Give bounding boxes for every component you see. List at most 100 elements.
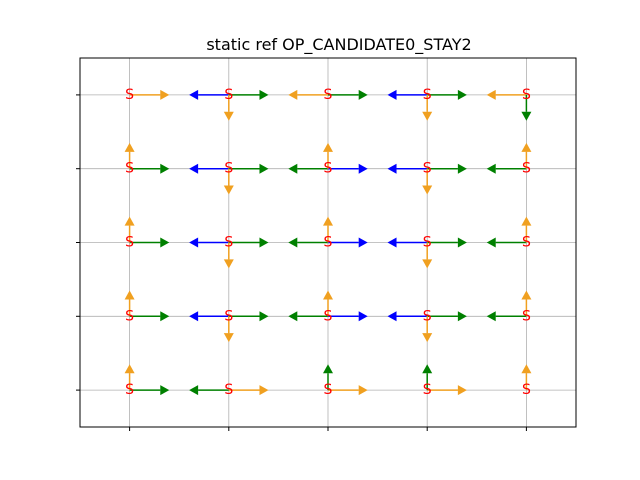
arrow-head (223, 259, 234, 269)
arrow-orange-36 (521, 216, 532, 243)
arrow-blue-13 (189, 163, 229, 174)
arrow-orange-4 (288, 89, 328, 100)
node-label-11: S (224, 235, 233, 251)
node-label-15: S (125, 161, 134, 177)
arrow-head (223, 185, 234, 195)
arrow-green-11 (129, 163, 170, 174)
arrow-green-48 (486, 311, 527, 322)
arrow-head (160, 89, 170, 100)
node-label-0: S (125, 382, 134, 398)
arrow-head (323, 142, 333, 152)
arrow-blue-30 (328, 237, 368, 248)
arrow-orange-3 (223, 94, 234, 121)
arrow-green-22 (486, 163, 527, 174)
arrow-green-24 (129, 237, 170, 248)
arrow-head (189, 163, 199, 174)
node-label-8: S (423, 308, 432, 324)
arrow-orange-31 (323, 216, 333, 243)
arrow-head (124, 142, 135, 152)
node-label-5: S (125, 308, 134, 324)
arrow-head (223, 333, 234, 343)
arrow-orange-56 (427, 385, 467, 396)
arrow-green-37 (129, 311, 170, 322)
arrow-head (422, 333, 433, 343)
arrow-blue-26 (189, 237, 229, 248)
arrow-head (358, 385, 368, 396)
arrow-head (422, 111, 433, 121)
arrow-orange-15 (223, 168, 234, 195)
arrow-head (387, 311, 397, 322)
arrow-orange-12 (124, 142, 135, 169)
arrow-green-33 (427, 237, 467, 248)
node-label-1: S (224, 382, 233, 398)
node-label-23: S (423, 87, 432, 103)
arrow-blue-32 (387, 237, 428, 248)
node-label-21: S (224, 87, 233, 103)
arrow-head (160, 311, 170, 322)
arrow-green-55 (323, 364, 333, 391)
arrow-head (521, 142, 532, 152)
arrow-head (358, 237, 368, 248)
arrow-head (124, 216, 135, 226)
arrow-blue-6 (387, 89, 428, 100)
arrow-head (521, 364, 532, 374)
node-label-19: S (522, 161, 531, 177)
arrow-head (521, 111, 532, 121)
arrow-head (288, 89, 298, 100)
arrow-green-20 (427, 163, 467, 174)
arrow-green-52 (189, 385, 229, 396)
arrow-green-35 (486, 237, 527, 248)
arrow-head (189, 237, 199, 248)
node-label-3: S (423, 382, 432, 398)
node-label-24: S (522, 87, 531, 103)
arrow-green-42 (288, 311, 328, 322)
node-label-2: S (324, 382, 333, 398)
arrow-head (521, 290, 532, 300)
arrow-green-2 (228, 89, 269, 100)
arrow-orange-51 (124, 364, 135, 391)
arrow-head (124, 290, 135, 300)
arrow-orange-54 (328, 385, 368, 396)
arrow-orange-44 (323, 290, 333, 317)
node-label-13: S (423, 235, 432, 251)
arrow-head (223, 111, 234, 121)
arrow-head (422, 364, 433, 374)
arrow-orange-9 (486, 89, 527, 100)
arrow-head (457, 237, 467, 248)
arrow-orange-47 (422, 316, 433, 343)
arrow-green-46 (427, 311, 467, 322)
arrow-head (387, 163, 397, 174)
node-label-18: S (423, 161, 432, 177)
node-label-22: S (324, 87, 333, 103)
arrow-head (323, 364, 333, 374)
arrow-green-40 (228, 311, 269, 322)
arrow-head (521, 216, 532, 226)
arrow-orange-34 (422, 242, 433, 269)
arrow-head (259, 311, 269, 322)
arrow-head (486, 311, 496, 322)
arrow-head (387, 89, 397, 100)
arrow-orange-41 (223, 316, 234, 343)
chart-title: static ref OP_CANDIDATE0_STAY2 (206, 35, 471, 55)
node-label-6: S (224, 308, 233, 324)
node-label-7: S (324, 308, 333, 324)
arrow-blue-17 (328, 163, 368, 174)
arrow-head (457, 89, 467, 100)
node-label-9: S (522, 308, 531, 324)
arrow-head (288, 237, 298, 248)
node-label-4: S (522, 382, 531, 398)
arrow-green-16 (288, 163, 328, 174)
arrow-green-57 (422, 364, 433, 391)
arrow-orange-25 (124, 216, 135, 243)
arrow-head (323, 290, 333, 300)
arrow-head (160, 237, 170, 248)
arrow-head (189, 89, 199, 100)
arrow-head (259, 89, 269, 100)
arrow-orange-53 (228, 385, 269, 396)
arrow-head (288, 311, 298, 322)
arrow-orange-0 (129, 89, 170, 100)
arrow-layer (124, 89, 532, 396)
arrow-head (189, 311, 199, 322)
arrow-head (457, 385, 467, 396)
node-layer: S S S S S S S S S S S S S S S S S S S S S S S S S (125, 87, 531, 398)
